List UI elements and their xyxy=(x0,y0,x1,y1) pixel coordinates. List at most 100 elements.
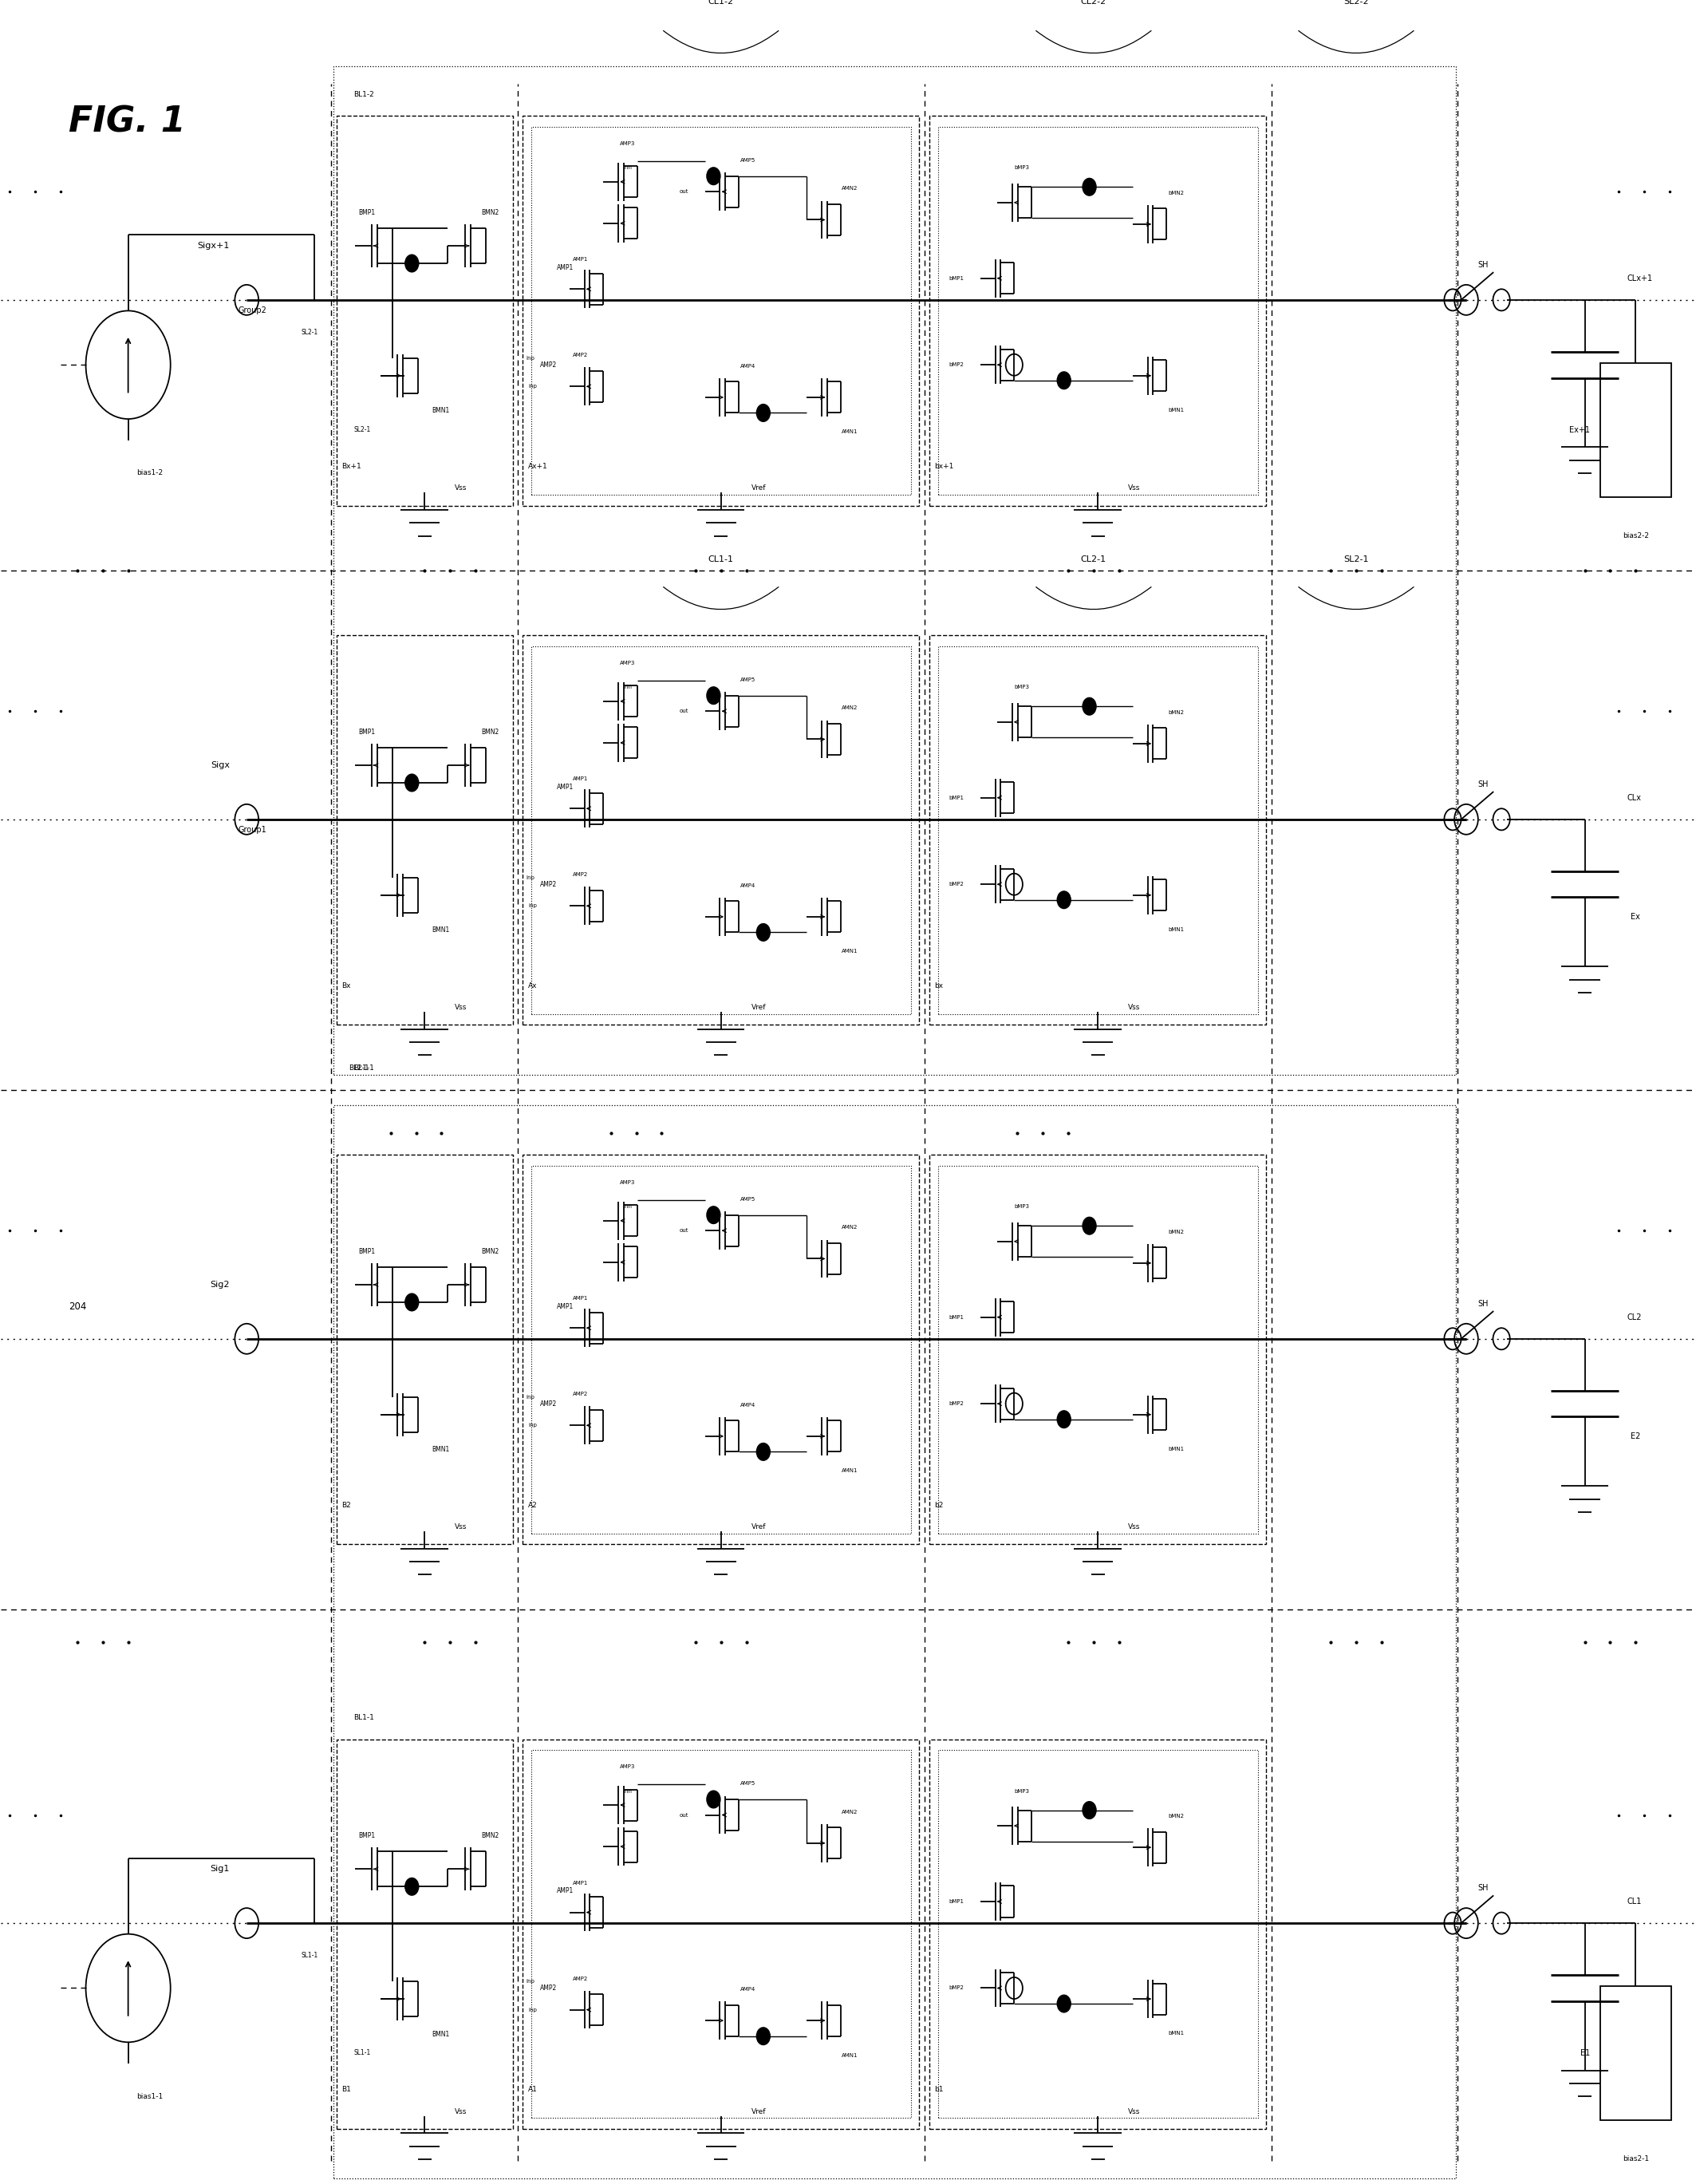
Text: SL2-1: SL2-1 xyxy=(353,426,370,432)
Text: BMN2: BMN2 xyxy=(482,729,499,736)
Text: inp: inp xyxy=(526,356,534,360)
Text: bMN2: bMN2 xyxy=(1169,1815,1184,1819)
Text: AMP2: AMP2 xyxy=(573,354,589,358)
Text: b2: b2 xyxy=(934,1503,943,1509)
Text: AMP4: AMP4 xyxy=(739,1402,756,1406)
Text: bias1-1: bias1-1 xyxy=(137,2092,163,2099)
Circle shape xyxy=(1057,371,1070,389)
Bar xyxy=(938,127,1258,496)
Text: SH: SH xyxy=(1477,780,1489,788)
Text: bMP1: bMP1 xyxy=(948,795,963,799)
Text: BL2-1: BL2-1 xyxy=(348,1064,368,1072)
Text: AMP2: AMP2 xyxy=(573,1391,589,1396)
Text: bMN2: bMN2 xyxy=(1169,710,1184,714)
Text: AMP2: AMP2 xyxy=(539,1400,556,1406)
Bar xyxy=(522,1738,919,2129)
Text: Ex+1: Ex+1 xyxy=(1569,426,1589,435)
Circle shape xyxy=(405,1878,419,1896)
Text: Vss: Vss xyxy=(1128,485,1141,491)
Text: inp: inp xyxy=(529,1424,538,1428)
Text: Vref: Vref xyxy=(751,485,767,491)
Text: AMP1: AMP1 xyxy=(556,264,573,271)
Text: Vref: Vref xyxy=(751,2108,767,2114)
Bar xyxy=(929,636,1267,1024)
Text: out: out xyxy=(680,190,689,194)
Text: bMN1: bMN1 xyxy=(1169,1446,1184,1452)
Text: bMP1: bMP1 xyxy=(948,1900,963,1904)
Bar xyxy=(929,1155,1267,1544)
Circle shape xyxy=(1057,1411,1070,1428)
Text: bMN1: bMN1 xyxy=(1169,408,1184,413)
Text: Vss: Vss xyxy=(1128,1524,1141,1531)
Circle shape xyxy=(405,256,419,273)
Text: AMN1: AMN1 xyxy=(841,950,858,954)
Text: out: out xyxy=(680,710,689,714)
Text: bMP1: bMP1 xyxy=(948,275,963,282)
Text: AMP2: AMP2 xyxy=(539,360,556,369)
Text: Ax+1: Ax+1 xyxy=(527,463,548,470)
Text: BMP1: BMP1 xyxy=(358,1832,375,1839)
Bar xyxy=(522,116,919,505)
Circle shape xyxy=(756,2027,770,2044)
Text: inn: inn xyxy=(624,1789,633,1793)
Text: AMN1: AMN1 xyxy=(841,1468,858,1474)
Bar xyxy=(522,1155,919,1544)
Circle shape xyxy=(1057,1994,1070,2011)
Circle shape xyxy=(756,924,770,941)
Text: inp: inp xyxy=(526,1979,534,1983)
Text: AMN2: AMN2 xyxy=(841,1811,858,1815)
Text: AMP3: AMP3 xyxy=(621,1179,636,1186)
Text: inp: inp xyxy=(529,384,538,389)
Circle shape xyxy=(405,773,419,791)
Text: Vss: Vss xyxy=(455,485,468,491)
Text: BMP1: BMP1 xyxy=(358,1247,375,1256)
Text: bMP3: bMP3 xyxy=(1014,1203,1029,1210)
Bar xyxy=(332,1105,1457,2180)
Bar xyxy=(938,1749,1258,2118)
Text: inp: inp xyxy=(526,876,534,880)
Text: BL1-1: BL1-1 xyxy=(353,1064,375,1072)
Text: AMP5: AMP5 xyxy=(739,1782,756,1787)
Text: BL1-2: BL1-2 xyxy=(353,92,373,98)
Text: bias1-2: bias1-2 xyxy=(137,470,163,476)
Bar xyxy=(336,1738,512,2129)
Text: Sigx: Sigx xyxy=(210,762,229,769)
Text: 204: 204 xyxy=(70,1302,86,1313)
Text: AMP1: AMP1 xyxy=(573,1295,589,1302)
Text: inn: inn xyxy=(624,166,633,170)
Text: CL1-2: CL1-2 xyxy=(709,0,734,4)
Text: E2: E2 xyxy=(1630,1433,1640,1439)
Text: SL2-1: SL2-1 xyxy=(1343,555,1369,563)
Text: Vss: Vss xyxy=(1128,1005,1141,1011)
Text: AMN2: AMN2 xyxy=(841,186,858,190)
Text: BMN1: BMN1 xyxy=(432,406,449,415)
Text: SL2-2: SL2-2 xyxy=(1343,0,1369,4)
Text: Ax: Ax xyxy=(527,983,538,989)
Text: AMP4: AMP4 xyxy=(739,882,756,889)
Text: AMP2: AMP2 xyxy=(539,1985,556,1992)
Text: bx: bx xyxy=(934,983,943,989)
Text: BL1-1: BL1-1 xyxy=(353,1714,375,1721)
Text: inn: inn xyxy=(624,686,633,690)
Text: CLx+1: CLx+1 xyxy=(1626,275,1654,282)
Text: bMN1: bMN1 xyxy=(1169,928,1184,933)
Text: CLx: CLx xyxy=(1626,793,1642,802)
Text: Sigx+1: Sigx+1 xyxy=(197,242,229,249)
Text: Vss: Vss xyxy=(455,1005,468,1011)
Circle shape xyxy=(756,404,770,422)
Text: AMP5: AMP5 xyxy=(739,677,756,681)
Text: bias2-1: bias2-1 xyxy=(1623,2156,1649,2162)
Text: BMN2: BMN2 xyxy=(482,1247,499,1256)
Bar xyxy=(929,116,1267,505)
Text: bMP2: bMP2 xyxy=(950,882,963,887)
Text: AMP3: AMP3 xyxy=(621,142,636,146)
Text: AMP1: AMP1 xyxy=(573,778,589,782)
Text: AMP2: AMP2 xyxy=(539,880,556,889)
Text: AMP1: AMP1 xyxy=(556,1302,573,1310)
Text: AMP1: AMP1 xyxy=(573,1880,589,1885)
Text: Group1: Group1 xyxy=(237,826,266,834)
Bar xyxy=(938,646,1258,1013)
Text: out: out xyxy=(680,1813,689,1817)
Bar xyxy=(531,1749,911,2118)
Text: bMN2: bMN2 xyxy=(1169,190,1184,194)
